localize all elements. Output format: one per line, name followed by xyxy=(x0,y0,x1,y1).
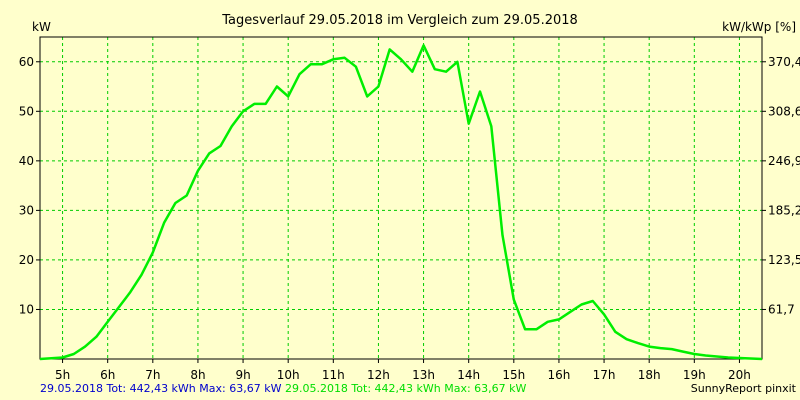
y-tick-label-right: 246,9 xyxy=(768,154,800,168)
y-tick-label-right: 61,7 xyxy=(768,302,795,316)
x-tick-label: 16h xyxy=(548,368,571,382)
grid-lines xyxy=(40,37,762,359)
y-axis-label-left: kW xyxy=(32,20,51,34)
x-tick-label: 10h xyxy=(277,368,300,382)
x-tick-label: 7h xyxy=(145,368,160,382)
x-tick-label: 5h xyxy=(55,368,70,382)
chart-title: Tagesverlauf 29.05.2018 im Vergleich zum… xyxy=(221,13,578,28)
legend: 29.05.2018 Tot: 442,43 kWh Max: 63,67 kW… xyxy=(40,382,526,395)
x-tick-label: 20h xyxy=(728,368,751,382)
y-tick-label-right: 185,2 xyxy=(768,203,800,217)
series-line xyxy=(39,44,763,361)
y-tick-label-left: 20 xyxy=(19,253,34,267)
x-tick-label: 12h xyxy=(367,368,390,382)
x-tick-label: 17h xyxy=(593,368,616,382)
x-tick-label: 13h xyxy=(412,368,435,382)
x-tick-label: 8h xyxy=(190,368,205,382)
x-tick-label: 14h xyxy=(457,368,480,382)
y-tick-label-left: 60 xyxy=(19,55,34,69)
y-tick-label-right: 370,4 xyxy=(768,55,800,69)
x-tick-label: 15h xyxy=(502,368,525,382)
axis-ticks: 5h 6h 7h 8h 9h 10h 11h 12h 13h 14h 15h 16h 17h 18h 19h… xyxy=(19,55,800,382)
x-tick-label: 19h xyxy=(683,368,706,382)
y-tick-label-right: 123,5 xyxy=(768,253,800,267)
plot-frame xyxy=(39,36,763,360)
y-tick-label-right: 308,6 xyxy=(768,104,800,118)
credit-text: SunnyReport pinxit xyxy=(690,382,796,395)
legend-blue-text: 29.05.2018 Tot: 442,43 kWh Max: 63,67 kW xyxy=(40,382,282,395)
y-axis-label-right: kW/kWp [%] xyxy=(722,20,796,34)
y-tick-label-left: 50 xyxy=(19,104,34,118)
x-tick-label: 11h xyxy=(322,368,345,382)
legend-green-text: 29.05.2018 Tot: 442,43 kWh Max: 63,67 kW xyxy=(284,382,527,395)
y-tick-label-left: 30 xyxy=(19,203,34,217)
x-tick-label: 9h xyxy=(235,368,250,382)
x-tick-label: 6h xyxy=(100,368,115,382)
y-tick-label-left: 10 xyxy=(19,302,34,316)
y-tick-label-left: 40 xyxy=(19,154,34,168)
x-tick-label: 18h xyxy=(638,368,661,382)
